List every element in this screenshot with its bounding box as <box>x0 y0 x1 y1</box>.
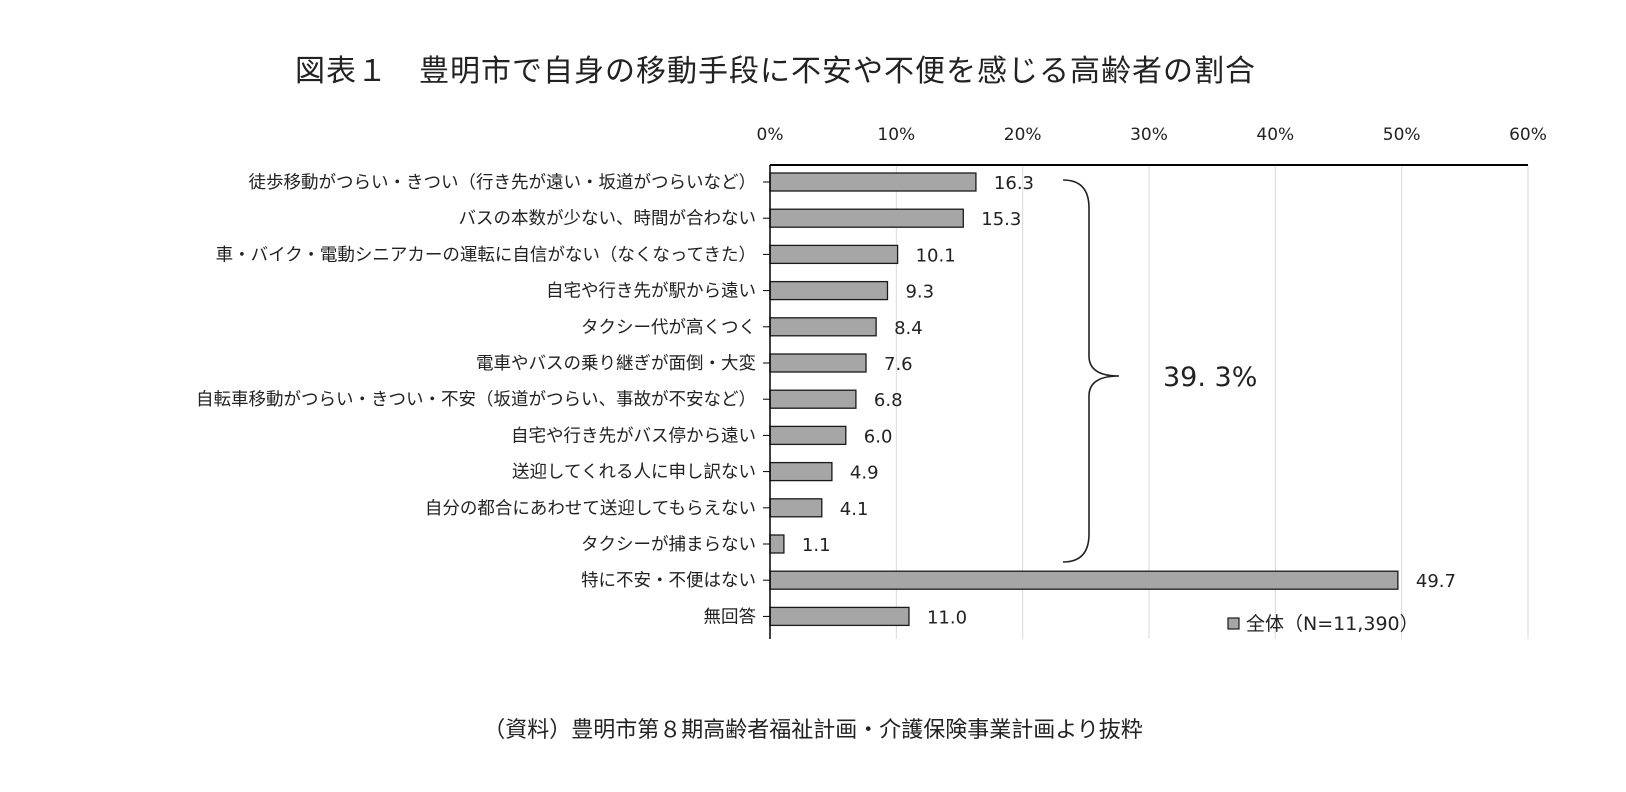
bracket-label: 39. 3% <box>1163 362 1257 393</box>
value-label: 10.1 <box>916 245 956 266</box>
value-label: 9.3 <box>905 282 934 303</box>
category-labels: 徒歩移動がつらい・きつい（行き先が遠い・坂道がつらいなど） バスの本数が少ない、時… <box>196 173 756 627</box>
gridlines <box>895 165 1529 639</box>
value-label: 49.7 <box>1416 571 1456 592</box>
bars <box>769 172 1399 627</box>
category-label: 自宅や行き先がバス停から遠い <box>511 426 756 446</box>
category-label: 自宅や行き先が駅から遠い <box>546 282 756 302</box>
bar <box>769 606 910 627</box>
bar <box>769 280 889 301</box>
x-tick-labels: 0% 10% 20% 30% 40% 50% 60% <box>757 125 1547 145</box>
legend-swatch <box>1227 617 1240 630</box>
bar <box>769 461 833 482</box>
category-label: 電車やバスの乗り継ぎが面倒・大変 <box>476 354 756 374</box>
value-label: 11.0 <box>927 607 967 628</box>
value-label: 4.9 <box>850 463 879 484</box>
category-label: 無回答 <box>704 607 757 627</box>
category-label: タクシー代が高くつく <box>581 318 756 338</box>
value-label: 16.3 <box>994 173 1034 194</box>
value-label: 4.1 <box>840 499 869 520</box>
bar <box>769 570 1399 590</box>
x-tick-label: 10% <box>877 125 915 145</box>
bar <box>769 389 857 409</box>
value-label: 1.1 <box>802 535 831 556</box>
value-label: 8.4 <box>894 318 923 339</box>
x-tick-label: 0% <box>757 125 784 145</box>
value-labels: 16.3 15.3 10.1 9.3 8.4 7.6 6.8 6.0 4.9 4.1 1.1 49.7… <box>802 173 1456 628</box>
legend-label: 全体（N=11,390） <box>1246 613 1419 635</box>
value-label: 6.0 <box>864 426 893 447</box>
bar <box>769 172 977 192</box>
value-label: 6.8 <box>874 390 903 411</box>
category-label: 徒歩移動がつらい・きつい（行き先が遠い・坂道がつらいなど） <box>249 173 757 193</box>
bar <box>769 244 899 265</box>
bar <box>769 498 823 518</box>
chart-title: 図表１ 豊明市で自身の移動手段に不安や不便を感じる高齢者の割合 <box>295 54 1256 89</box>
source-note: （資料）豊明市第８期高齢者福祉計画・介護保険事業計画より抜粋 <box>483 718 1143 743</box>
bracket-brace <box>1062 179 1120 563</box>
bar <box>769 534 785 554</box>
bar <box>769 208 964 228</box>
bar <box>769 353 867 373</box>
bar <box>769 317 877 337</box>
category-label: 送迎してくれる人に申し訳ない <box>512 463 756 483</box>
bar <box>769 425 847 446</box>
legend: 全体（N=11,390） <box>1227 613 1419 635</box>
x-tick-label: 20% <box>1004 125 1042 145</box>
category-label: バスの本数が少ない、時間が合わない <box>459 209 757 229</box>
category-label: タクシーが捕まらない <box>581 535 756 555</box>
x-tick-label: 60% <box>1509 125 1547 145</box>
value-label: 7.6 <box>884 354 913 375</box>
category-label: 特に不安・不便はない <box>581 571 756 591</box>
value-label: 15.3 <box>981 209 1021 230</box>
category-label: 車・バイク・電動シニアカーの運転に自信がない（なくなってきた） <box>216 245 756 265</box>
x-tick-label: 30% <box>1130 125 1168 145</box>
category-label: 自転車移動がつらい・きつい・不安（坂道がつらい、事故が不安など） <box>196 390 756 410</box>
x-tick-label: 50% <box>1383 125 1421 145</box>
axes <box>763 164 1528 639</box>
category-label: 自分の都合にあわせて送迎してもらえない <box>425 499 756 519</box>
x-tick-label: 40% <box>1256 125 1294 145</box>
